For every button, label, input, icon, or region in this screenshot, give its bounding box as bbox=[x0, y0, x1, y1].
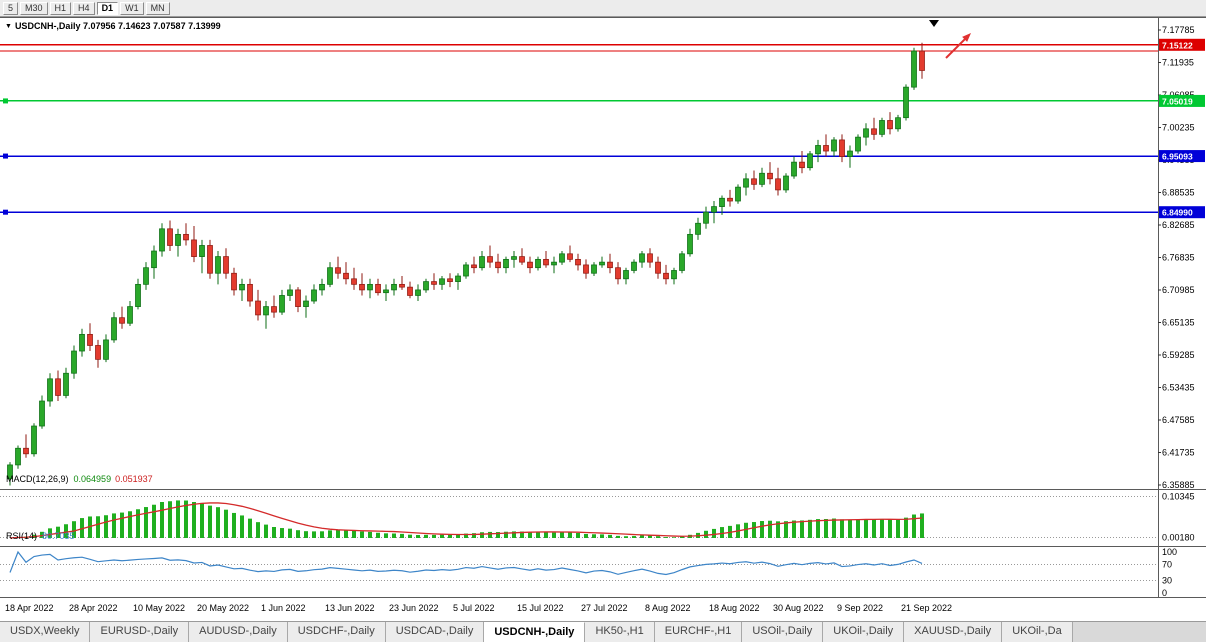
candlestick-series bbox=[7, 42, 925, 486]
svg-text:100: 100 bbox=[1162, 547, 1177, 557]
svg-text:0: 0 bbox=[1162, 588, 1167, 598]
svg-text:20 May 2022: 20 May 2022 bbox=[197, 603, 249, 613]
svg-text:1 Jun 2022: 1 Jun 2022 bbox=[261, 603, 306, 613]
svg-text:6.76835: 6.76835 bbox=[1162, 253, 1195, 263]
svg-text:6.95093: 6.95093 bbox=[1162, 152, 1193, 162]
tab-xauusd-daily[interactable]: XAUUSD-,Daily bbox=[904, 622, 1003, 642]
tab-eurusd-daily[interactable]: EURUSD-,Daily bbox=[90, 622, 190, 642]
svg-text:7.15122: 7.15122 bbox=[1162, 40, 1193, 50]
svg-text:7.11935: 7.11935 bbox=[1162, 58, 1194, 68]
svg-text:6.41735: 6.41735 bbox=[1162, 448, 1195, 458]
svg-text:21 Sep 2022: 21 Sep 2022 bbox=[901, 603, 952, 613]
svg-text:9 Sep 2022: 9 Sep 2022 bbox=[837, 603, 883, 613]
svg-text:7.05019: 7.05019 bbox=[1162, 96, 1193, 106]
macd-panel: 0.10345 0.00180 bbox=[0, 492, 1195, 542]
svg-text:15 Jul 2022: 15 Jul 2022 bbox=[517, 603, 564, 613]
timeframe-button-H1[interactable]: H1 bbox=[49, 1, 72, 15]
chart-tabs: USDX,Weekly EURUSD-,Daily AUDUSD-,Daily USD… bbox=[0, 621, 1206, 642]
tab-usdcnh-daily[interactable]: USDCNH-,Daily bbox=[484, 622, 586, 642]
svg-text:6.82685: 6.82685 bbox=[1162, 220, 1195, 230]
svg-text:18 Aug 2022: 18 Aug 2022 bbox=[709, 603, 760, 613]
tab-usoil-daily[interactable]: USOil-,Daily bbox=[742, 622, 824, 642]
svg-text:6.53435: 6.53435 bbox=[1162, 383, 1195, 393]
svg-text:6.84990: 6.84990 bbox=[1162, 208, 1193, 218]
price-axis: 7.177857.119357.060857.002356.943856.885… bbox=[1158, 25, 1195, 490]
svg-text:0.00180: 0.00180 bbox=[1162, 532, 1195, 542]
timeframe-button-H4[interactable]: H4 bbox=[73, 1, 95, 15]
tab-usdchf-daily[interactable]: USDCHF-,Daily bbox=[287, 622, 386, 642]
timeframe-button-W1[interactable]: W1 bbox=[120, 1, 144, 15]
chart-annotations bbox=[929, 20, 971, 59]
svg-text:10 May 2022: 10 May 2022 bbox=[133, 603, 185, 613]
date-axis: 18 Apr 2022 28 Apr 2022 10 May 2022 20 May … bbox=[5, 603, 952, 613]
svg-text:0.10345: 0.10345 bbox=[1162, 492, 1195, 502]
tab-audusd-daily[interactable]: AUDUSD-,Daily bbox=[189, 622, 288, 642]
svg-text:5 Jul 2022: 5 Jul 2022 bbox=[453, 603, 495, 613]
svg-text:7.00235: 7.00235 bbox=[1162, 123, 1195, 133]
tab-usdcad-daily[interactable]: USDCAD-,Daily bbox=[385, 622, 485, 642]
horizontal-level-lines bbox=[0, 43, 1158, 215]
svg-text:27 Jul 2022: 27 Jul 2022 bbox=[581, 603, 628, 613]
svg-text:13 Jun 2022: 13 Jun 2022 bbox=[325, 603, 375, 613]
tab-usdx-weekly[interactable]: USDX,Weekly bbox=[0, 622, 91, 642]
svg-text:7.17785: 7.17785 bbox=[1162, 25, 1195, 35]
svg-text:6.35885: 6.35885 bbox=[1162, 480, 1195, 490]
timeframe-button-MN[interactable]: MN bbox=[145, 1, 170, 15]
panel-separators bbox=[0, 17, 1206, 598]
timeframe-button-D1[interactable]: D1 bbox=[96, 1, 119, 15]
tab-eurchf-h1[interactable]: EURCHF-,H1 bbox=[654, 622, 743, 642]
timeframe-button-M30[interactable]: M30 bbox=[20, 1, 48, 15]
timeframe-button-5[interactable]: 5 bbox=[3, 1, 19, 15]
tab-hk50-h1[interactable]: HK50-,H1 bbox=[585, 622, 655, 642]
svg-text:6.65135: 6.65135 bbox=[1162, 318, 1195, 328]
tab-ukoil-daily[interactable]: UKOil-,Daily bbox=[823, 622, 905, 642]
svg-text:30 Aug 2022: 30 Aug 2022 bbox=[773, 603, 824, 613]
chart-window: 0.103450.00180100703007.177857.119357.06… bbox=[0, 17, 1206, 621]
svg-text:6.70985: 6.70985 bbox=[1162, 285, 1195, 295]
rsi-panel: 100 70 30 0 bbox=[0, 547, 1177, 598]
price-level-badges: 7.15122 7.05019 6.95093 6.84990 bbox=[1159, 38, 1205, 219]
svg-text:6.47585: 6.47585 bbox=[1162, 415, 1195, 425]
tab-ukoil-da[interactable]: UKOil-,Da bbox=[1002, 622, 1073, 642]
svg-text:6.88535: 6.88535 bbox=[1162, 188, 1195, 198]
svg-text:6.59285: 6.59285 bbox=[1162, 350, 1195, 360]
svg-text:23 Jun 2022: 23 Jun 2022 bbox=[389, 603, 439, 613]
svg-text:30: 30 bbox=[1162, 576, 1172, 586]
svg-text:28 Apr 2022: 28 Apr 2022 bbox=[69, 603, 118, 613]
price-chart[interactable]: 0.103450.00180100703007.177857.119357.06… bbox=[0, 17, 1206, 621]
svg-text:8 Aug 2022: 8 Aug 2022 bbox=[645, 603, 691, 613]
svg-text:70: 70 bbox=[1162, 559, 1172, 569]
svg-text:18 Apr 2022: 18 Apr 2022 bbox=[5, 603, 54, 613]
timeframe-toolbar: 5 M30 H1 H4 D1 W1 MN bbox=[0, 0, 1206, 17]
